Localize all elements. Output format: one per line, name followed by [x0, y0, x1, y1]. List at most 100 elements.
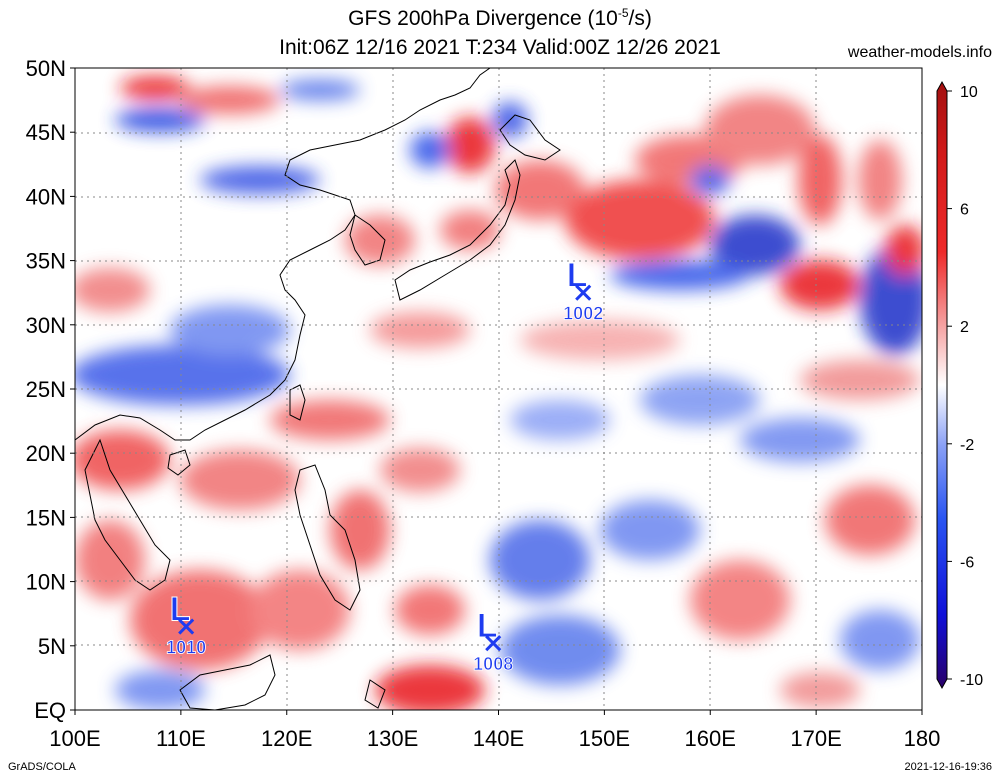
- colorbar: 10 6 2 -2 -6 -10: [936, 80, 983, 690]
- negative-anomaly: [490, 520, 590, 600]
- low-pressure-value: 1008: [473, 654, 513, 674]
- lat-tick-label: 25N: [26, 377, 66, 402]
- positive-anomaly: [345, 215, 415, 265]
- colorbar-label: -10: [960, 672, 983, 689]
- low-letter: L: [170, 591, 191, 629]
- positive-anomaly: [75, 268, 150, 312]
- negative-anomaly: [115, 670, 205, 710]
- colorbar-label: 2: [960, 319, 969, 336]
- positive-anomaly: [75, 520, 145, 600]
- colorbar-label: 6: [960, 202, 969, 219]
- positive-anomaly: [858, 140, 902, 220]
- borneo-coast: [179, 654, 276, 710]
- colorbar-scale: [936, 80, 948, 690]
- negative-anomaly: [115, 108, 205, 132]
- low-pressure-value: 1002: [563, 304, 603, 324]
- negative-anomaly: [640, 375, 760, 425]
- low-center: L 1010: [166, 590, 207, 658]
- positive-anomaly: [825, 485, 915, 555]
- coastlines: [75, 68, 561, 710]
- positive-anomaly: [75, 430, 170, 490]
- chart-subtitle: Init:06Z 12/16 2021 T:234 Valid:00Z 12/2…: [279, 36, 721, 59]
- positive-anomaly: [495, 160, 585, 220]
- mainland-coast: [75, 68, 491, 441]
- negative-anomaly: [75, 345, 290, 405]
- low-center-mark: [178, 618, 195, 635]
- positive-anomaly: [380, 448, 460, 492]
- positive-anomaly: [690, 560, 790, 640]
- lat-tick-label: 50N: [26, 56, 66, 81]
- lon-tick-label: 170E: [790, 726, 841, 751]
- lon-tick-label: 130E: [367, 726, 418, 751]
- low-pressure-markers: L 1002 L 1010 L 1008: [166, 256, 604, 674]
- positive-anomaly: [780, 672, 860, 708]
- low-center-mark: [575, 284, 592, 301]
- positive-anomaly: [445, 117, 495, 173]
- positive-anomaly: [180, 86, 280, 114]
- lon-tick-label: 180: [904, 726, 941, 751]
- lat-tick-label: 45N: [26, 120, 66, 145]
- positive-anomaly: [330, 490, 390, 570]
- positive-anomaly: [885, 225, 922, 275]
- low-letter: L: [477, 607, 498, 645]
- island-coast: [364, 679, 386, 709]
- colorbar-label: 10: [960, 84, 978, 101]
- lon-tick-label: 120E: [261, 726, 312, 751]
- negative-anomaly: [840, 610, 920, 670]
- colorbar-label: -6: [960, 554, 974, 571]
- positive-anomaly: [120, 76, 190, 100]
- lon-tick-label: 150E: [579, 726, 630, 751]
- negative-anomaly: [500, 615, 620, 685]
- negative-anomaly: [410, 132, 450, 168]
- lat-tick-label: 40N: [26, 184, 66, 209]
- negative-anomaly: [600, 500, 700, 560]
- colorbar-label: -2: [960, 437, 974, 454]
- positive-anomaly: [705, 95, 815, 165]
- lon-tick-label: 100E: [49, 726, 100, 751]
- positive-anomaly: [395, 585, 465, 635]
- footer-left: GrADS/COLA: [8, 761, 76, 773]
- colorbar-labels: 10 6 2 -2 -6 -10: [947, 84, 983, 689]
- lat-tick-label: EQ: [34, 698, 66, 723]
- hainan-coast: [167, 449, 191, 476]
- positive-anomaly: [180, 450, 300, 510]
- positive-anomaly: [800, 360, 920, 400]
- chart-title: GFS 200hPa Divergence (10-5/s): [348, 6, 652, 30]
- japan-coast: [394, 159, 521, 301]
- negative-anomaly: [170, 305, 290, 355]
- philippines-coast: [294, 464, 361, 611]
- source-label: weather-models.info: [847, 44, 992, 61]
- negative-anomaly: [610, 260, 750, 290]
- low-letter: L: [567, 257, 588, 295]
- indochina-coast: [84, 438, 171, 591]
- negative-anomaly: [710, 215, 800, 275]
- low-pressure-value: 1010: [166, 638, 206, 658]
- low-center-mark: [485, 635, 502, 652]
- hokkaido-coast: [499, 114, 561, 161]
- lat-tick-label: 35N: [26, 249, 66, 274]
- footer-right: 2021-12-16-19:36: [904, 761, 992, 773]
- positive-anomaly: [440, 210, 500, 250]
- divergence-field: L 1002 L 1010 L 1008: [75, 68, 922, 710]
- lon-tick-label: 160E: [685, 726, 736, 751]
- positive-anomaly: [270, 400, 390, 440]
- lon-tick-label: 140E: [473, 726, 524, 751]
- positive-anomaly: [565, 180, 715, 260]
- korea-coast: [349, 214, 386, 266]
- lat-tick-label: 30N: [26, 313, 66, 338]
- negative-anomaly: [740, 418, 860, 462]
- grid-lines: [75, 68, 922, 710]
- positive-anomaly: [798, 135, 842, 225]
- positive-anomaly: [370, 312, 470, 348]
- negative-anomaly: [690, 165, 730, 195]
- positive-anomaly: [780, 260, 860, 310]
- negative-anomaly: [280, 80, 360, 100]
- taiwan-coast: [289, 384, 306, 421]
- lat-tick-label: 5N: [38, 634, 66, 659]
- lat-tick-label: 10N: [26, 570, 66, 595]
- longitude-labels: 100E 110E 120E 130E 140E 150E 160E 170E 180: [49, 710, 940, 751]
- positive-anomaly: [250, 570, 350, 650]
- positive-anomaly: [520, 320, 680, 360]
- negative-anomaly: [200, 166, 320, 194]
